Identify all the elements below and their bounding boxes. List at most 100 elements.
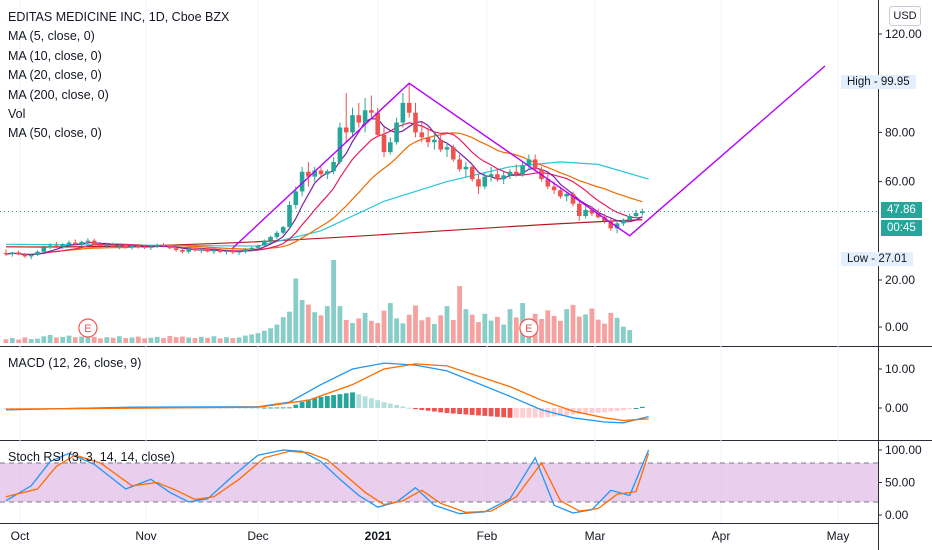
- volume-bar: [66, 335, 72, 343]
- stoch-band: [0, 463, 878, 502]
- candle-body: [47, 245, 53, 248]
- time-axis-label: Mar: [585, 529, 606, 543]
- candle: [451, 144, 456, 162]
- candle-body: [457, 159, 462, 170]
- volume-bar: [180, 336, 185, 343]
- macd-histogram-bar: [589, 408, 595, 414]
- volume-bar: [419, 320, 425, 343]
- macd-histogram-bar: [268, 407, 273, 409]
- volume-bar: [469, 314, 475, 343]
- price-axis-label: 120.00: [885, 27, 922, 41]
- volume-bar: [299, 299, 305, 343]
- macd-histogram-bar: [287, 407, 292, 409]
- last-price-tag: 47.86: [881, 202, 922, 218]
- candle: [640, 208, 645, 216]
- legend-ma20[interactable]: MA (20, close, 0): [8, 68, 102, 83]
- signal-line: [5, 363, 649, 422]
- volume-bar: [350, 323, 355, 343]
- candle-body: [85, 240, 91, 242]
- candle: [394, 117, 399, 145]
- volume-bar: [60, 336, 66, 343]
- candle: [91, 238, 97, 246]
- currency-button[interactable]: USD: [889, 6, 921, 26]
- legend-ma200[interactable]: MA (200, close, 0): [8, 87, 109, 102]
- volume-bar: [28, 339, 34, 343]
- earnings-marker: E: [78, 318, 98, 338]
- candle-body: [28, 254, 34, 257]
- volume-bar: [236, 337, 242, 343]
- candle: [564, 191, 569, 202]
- candle: [583, 206, 588, 219]
- volume-bar: [287, 311, 292, 343]
- candle-body: [482, 176, 488, 187]
- macd-histogram-bar: [337, 394, 343, 408]
- candle: [406, 83, 412, 118]
- macd-histogram-bar: [627, 408, 633, 410]
- candle-body: [262, 240, 267, 246]
- candle-body: [400, 102, 406, 123]
- candle: [28, 254, 34, 260]
- macd-histogram-bar: [520, 408, 525, 418]
- volume-bar: [16, 339, 21, 343]
- candle-body: [148, 246, 154, 248]
- volume-bar: [343, 319, 349, 343]
- stoch-axis-label: 100.00: [885, 443, 922, 457]
- candle-body: [154, 245, 160, 247]
- volume-bar: [161, 338, 166, 343]
- price-axis-label: 80.00: [885, 125, 915, 139]
- macd-histogram-bar: [450, 408, 456, 414]
- volume-bar: [513, 317, 519, 343]
- legend-vol[interactable]: Vol: [8, 107, 26, 122]
- candle: [608, 218, 614, 231]
- candle-body: [558, 190, 563, 197]
- candle: [280, 225, 286, 235]
- candle-body: [287, 204, 292, 228]
- candle: [318, 166, 324, 177]
- volume-bar: [268, 328, 273, 343]
- macd-histogram-bar: [495, 408, 500, 417]
- volume-bar: [167, 335, 173, 343]
- volume-bar: [608, 312, 614, 343]
- stoch-title[interactable]: Stoch RSI (3, 3, 14, 14, close): [8, 450, 175, 464]
- earnings-label: E: [84, 323, 91, 335]
- volume-bar: [224, 337, 229, 343]
- macd-histogram-bar: [306, 399, 311, 408]
- candle: [463, 161, 469, 177]
- candle: [180, 248, 185, 254]
- candle-body: [306, 171, 311, 177]
- candle: [217, 248, 223, 253]
- candle-body: [381, 134, 387, 153]
- candle: [532, 154, 538, 172]
- volume-bar: [318, 315, 324, 343]
- macd-axis-label: 0.00: [885, 401, 909, 415]
- price-axis-label: 60.00: [885, 175, 915, 189]
- candle: [501, 171, 506, 185]
- macd-histogram-bar: [564, 408, 570, 416]
- ma200-line: [5, 219, 643, 248]
- candle-body: [388, 142, 393, 153]
- legend-ma50[interactable]: MA (50, close, 0): [8, 126, 102, 141]
- macd-histogram-bar: [387, 403, 393, 408]
- macd-title[interactable]: MACD (12, 26, close, 9): [8, 356, 142, 370]
- macd-histogram-bar: [413, 408, 418, 410]
- candle: [110, 242, 116, 248]
- candle-body: [501, 175, 506, 180]
- candle-body: [451, 147, 456, 160]
- volume-bar: [173, 337, 179, 343]
- volume-bar: [425, 317, 431, 343]
- candle: [388, 137, 393, 155]
- macd-histogram-bar: [639, 406, 645, 408]
- legend-title[interactable]: EDITAS MEDICINE INC, 1D, Cboe BZX: [8, 10, 230, 24]
- legend-ma5[interactable]: MA (5, close, 0): [8, 29, 95, 44]
- candle: [10, 251, 15, 257]
- volume-bar: [98, 338, 103, 343]
- candle-body: [66, 242, 72, 245]
- macd-histogram-bar: [513, 408, 519, 418]
- candle: [85, 238, 91, 245]
- legend-ma10[interactable]: MA (10, close, 0): [8, 48, 102, 63]
- volume-bar: [9, 338, 15, 343]
- ma20-line: [5, 132, 643, 256]
- macd-histogram-bar: [400, 406, 406, 408]
- candle: [293, 186, 299, 209]
